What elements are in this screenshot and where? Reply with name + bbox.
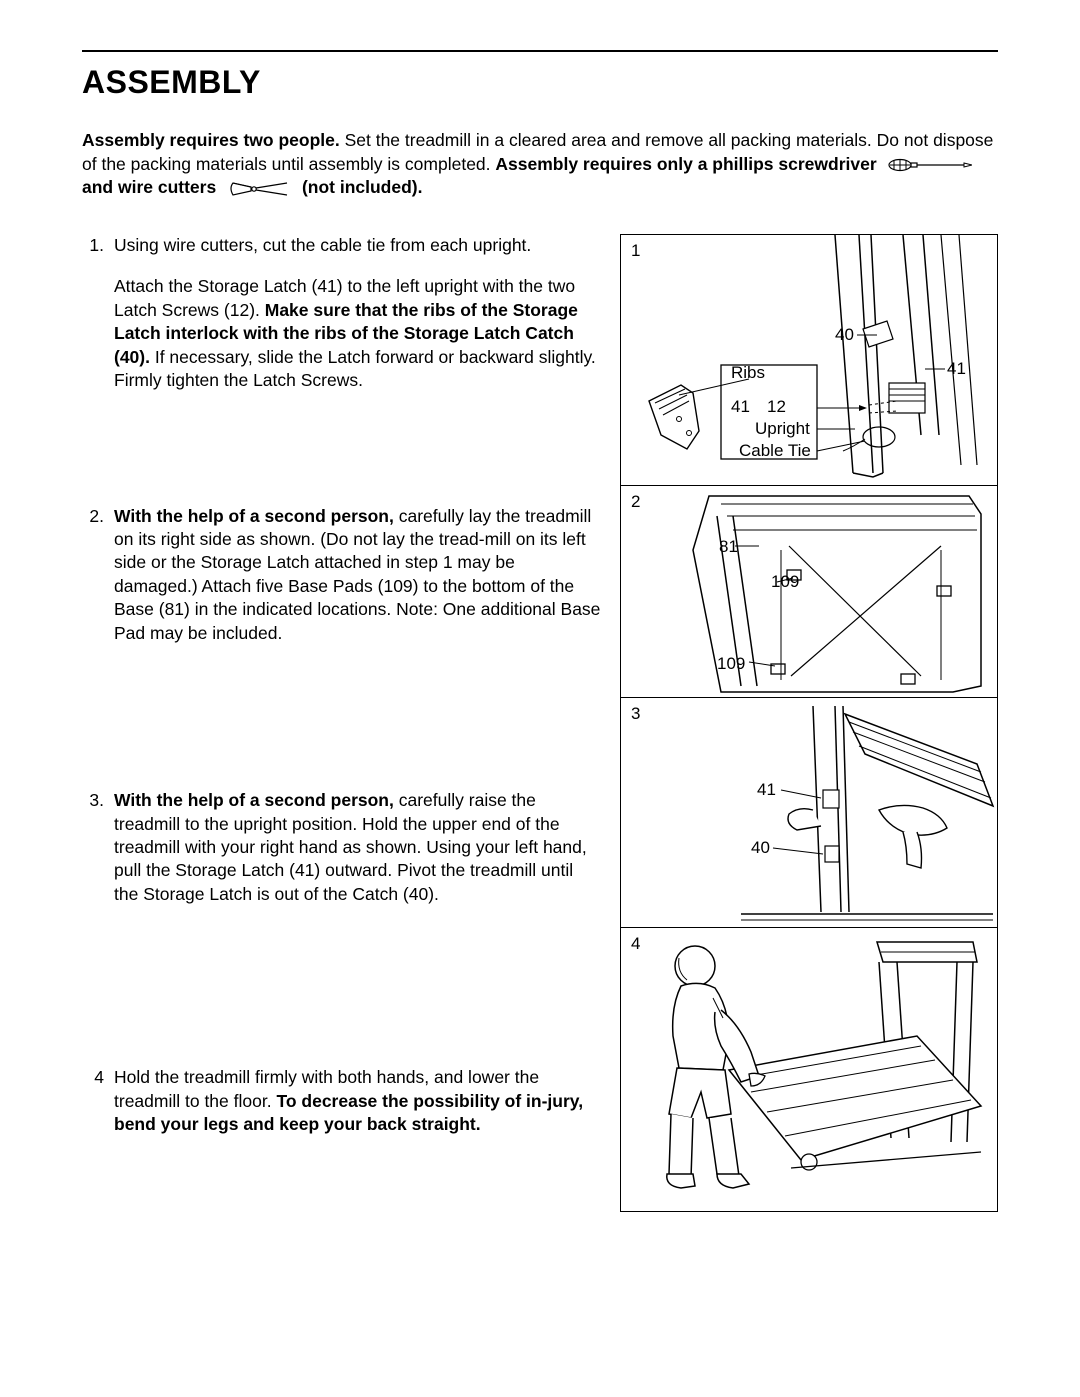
fig3-label-41: 41 (757, 780, 776, 800)
fig1-label-12: 12 (767, 397, 786, 417)
step-3-body: With the help of a second person, carefu… (114, 789, 602, 906)
figure-3-svg (621, 698, 997, 928)
step-4-para-1: Hold the treadmill firmly with both hand… (114, 1066, 602, 1136)
figure-3: 3 (621, 698, 997, 928)
figure-2-number: 2 (631, 492, 640, 512)
step-1-para-1: Using wire cutters, cut the cable tie fr… (114, 234, 602, 257)
figure-2-svg (621, 486, 997, 698)
wire-cutters-icon (227, 180, 291, 198)
figure-1-number: 1 (631, 241, 640, 261)
step-4-body: Hold the treadmill firmly with both hand… (114, 1066, 602, 1136)
step-2-number: 2. (82, 505, 104, 646)
figure-stack: 1 (620, 234, 998, 1212)
figure-4-svg (621, 928, 997, 1211)
fig3-label-40: 40 (751, 838, 770, 858)
fig2-label-81: 81 (719, 537, 738, 557)
intro-paragraph: Assembly requires two people. Set the tr… (82, 129, 998, 200)
step-2: 2. With the help of a second person, car… (82, 505, 602, 646)
fig1-label-40: 40 (835, 325, 854, 345)
screwdriver-icon (888, 158, 972, 172)
fig1-label-cable: Cable Tie (739, 441, 811, 461)
figure-2: 2 (621, 486, 997, 698)
page-title: ASSEMBLY (82, 64, 998, 101)
step-1-body: Using wire cutters, cut the cable tie fr… (114, 234, 602, 393)
step-1: 1. Using wire cutters, cut the cable tie… (82, 234, 602, 393)
fig1-label-41b: 41 (947, 359, 966, 379)
step-3-para-1: With the help of a second person, carefu… (114, 789, 602, 906)
step-4: 4 Hold the treadmill firmly with both ha… (82, 1066, 602, 1136)
figure-3-number: 3 (631, 704, 640, 724)
figure-1: 1 (621, 235, 997, 486)
figures-column: 1 (620, 234, 998, 1212)
step-1-para-2: Attach the Storage Latch (41) to the lef… (114, 275, 602, 392)
step-4-number: 4 (82, 1066, 104, 1136)
step-2-body: With the help of a second person, carefu… (114, 505, 602, 646)
step-2-para-1: With the help of a second person, carefu… (114, 505, 602, 646)
intro-mid: and wire cutters (82, 177, 221, 197)
fig1-label-upright: Upright (755, 419, 810, 439)
figure-4-number: 4 (631, 934, 640, 954)
step-1-number: 1. (82, 234, 104, 393)
intro-req-bold: Assembly requires only a phillips screwd… (495, 154, 876, 174)
intro-tail: (not included). (302, 177, 423, 197)
fig1-label-ribs: Ribs (731, 363, 765, 383)
intro-lead-bold: Assembly requires two people. (82, 130, 340, 150)
figure-4: 4 (621, 928, 997, 1211)
fig2-label-109a: 109 (771, 572, 799, 592)
step-3: 3. With the help of a second person, car… (82, 789, 602, 906)
two-column-layout: 1. Using wire cutters, cut the cable tie… (82, 234, 998, 1212)
fig1-label-41a: 41 (731, 397, 750, 417)
top-rule (82, 50, 998, 52)
instructions-column: 1. Using wire cutters, cut the cable tie… (82, 234, 602, 1212)
step-3-number: 3. (82, 789, 104, 906)
fig2-label-109b: 109 (717, 654, 745, 674)
